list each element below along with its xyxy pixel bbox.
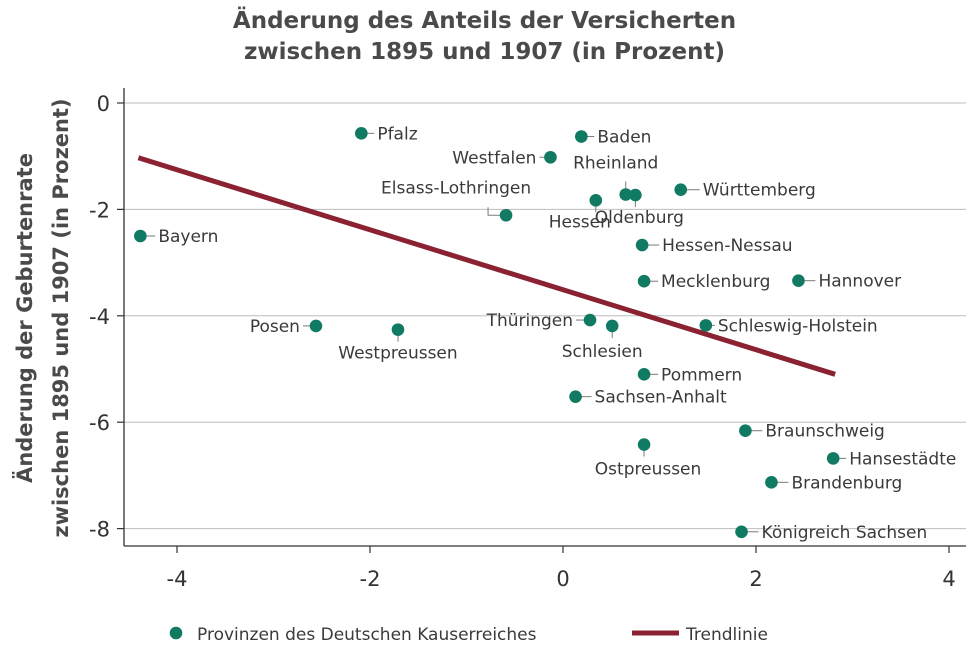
data-points (134, 127, 840, 539)
data-point-label: Rheinland (573, 154, 658, 174)
data-point (569, 390, 582, 403)
data-point (605, 319, 619, 333)
data-point (499, 208, 513, 222)
grid-lines (124, 102, 966, 530)
y-axis-label: Änderung der Geburtenrate zwischen 1895 u… (12, 98, 73, 537)
trend-line-layer (137, 155, 836, 377)
data-point (637, 274, 651, 288)
y-tick-label: -8 (89, 518, 110, 542)
data-point (792, 274, 805, 287)
x-tick-label: -4 (167, 567, 188, 591)
y-axis-label-line: Änderung der Geburtenrate (12, 153, 37, 483)
data-point-label: Hansestädte (849, 449, 956, 469)
axes: 0 -2 -4 -6 -8 -4 -2 0 2 4 (89, 88, 966, 591)
data-point-label: Elsass-Lothringen (381, 178, 531, 198)
data-point (589, 194, 603, 207)
data-point-label: Oldenburg (595, 208, 684, 228)
data-point-label: Hessen-Nessau (662, 236, 792, 256)
data-point-label: Pfalz (377, 124, 417, 144)
legend-label-trend: Trendlinie (685, 625, 768, 645)
data-point-label: Thüringen (486, 311, 573, 331)
data-point-label: Württemberg (703, 181, 816, 201)
data-point (735, 525, 748, 539)
data-point (635, 238, 649, 252)
data-point (637, 368, 651, 381)
data-point-label: Bayern (158, 227, 218, 247)
y-tick-label: 0 (97, 92, 110, 116)
data-point (629, 188, 642, 202)
data-point-label: Posen (250, 317, 300, 337)
data-point (765, 476, 778, 489)
label-leader (487, 207, 501, 216)
data-point (309, 319, 323, 333)
y-tick-label: -4 (89, 305, 110, 329)
x-tick-label: 0 (556, 567, 569, 591)
legend-marker-points (169, 626, 183, 640)
data-point (826, 452, 840, 465)
data-point-label: Hessen (549, 212, 611, 232)
data-point-label: Braunschweig (765, 422, 884, 442)
data-point-label: Pommern (661, 365, 742, 385)
data-point (544, 150, 557, 164)
data-point-label: Westpreussen (338, 344, 457, 364)
data-point-label: Ostpreussen (595, 460, 702, 480)
data-point (134, 229, 147, 243)
data-point (739, 424, 752, 438)
data-point-label: Schlesien (562, 342, 643, 362)
data-point-label: Brandenburg (791, 473, 902, 493)
label-leader-lines (145, 132, 847, 533)
legend: Provinzen des Deutschen Kauserreiches Tre… (169, 625, 768, 645)
data-point-label: Schleswig-Holstein (718, 316, 878, 336)
chart-title-line-1: Änderung des Anteils der Versicherten (232, 8, 737, 34)
data-point-label: Hannover (818, 272, 901, 292)
data-point-label: Westfalen (452, 148, 536, 168)
data-point (674, 183, 688, 197)
data-point-label: Königreich Sachsen (762, 523, 928, 543)
data-point (619, 188, 633, 201)
data-point (583, 313, 597, 327)
x-tick-label: 4 (942, 567, 955, 591)
point-labels: Bayern Pfalz Westfalen Baden Rheinland Oldenb… (158, 124, 956, 542)
data-point (637, 438, 651, 451)
legend-label-points: Provinzen des Deutschen Kauserreiches (197, 625, 537, 645)
chart-title-line-2: zwischen 1895 und 1907 (in Prozent) (243, 39, 726, 65)
data-point (575, 130, 588, 143)
data-point (391, 323, 405, 336)
y-tick-label: -2 (89, 198, 110, 222)
data-point-label: Mecklenburg (661, 272, 770, 292)
x-tick-label: -2 (360, 567, 381, 591)
data-point (355, 127, 368, 140)
trend-line (137, 155, 836, 377)
x-tick-label: 2 (749, 567, 762, 591)
data-point-label: Baden (597, 128, 651, 148)
data-point-label: Sachsen-Anhalt (595, 388, 727, 408)
y-axis-label-line: zwischen 1895 und 1907 (in Prozent) (49, 98, 73, 537)
y-tick-label: -6 (89, 411, 110, 435)
chart-title: Änderung des Anteils der Versicherten zw… (0, 6, 969, 68)
data-point (699, 319, 713, 332)
